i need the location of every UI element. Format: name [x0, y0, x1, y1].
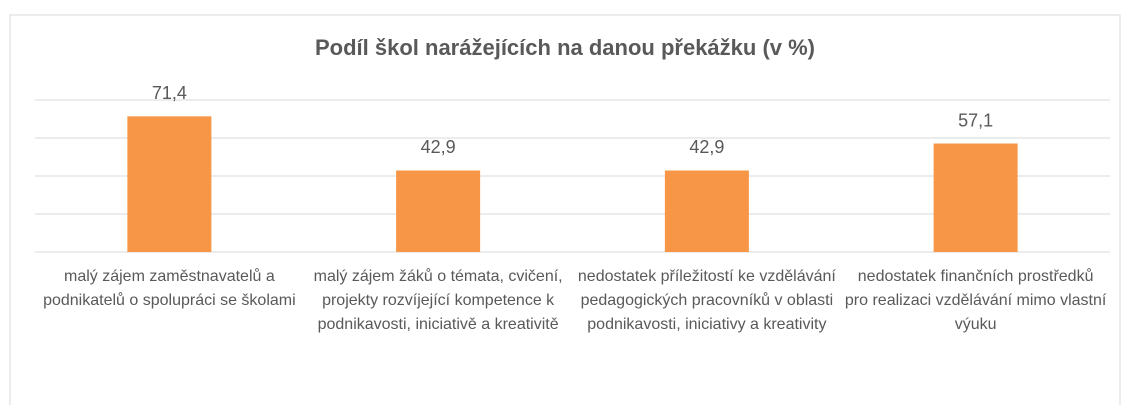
- data-label: 57,1: [958, 110, 993, 130]
- chart-title: Podíl škol narážejících na danou překážk…: [315, 35, 815, 60]
- data-label: 42,9: [421, 137, 456, 157]
- bar: [127, 116, 212, 252]
- data-label: 42,9: [689, 137, 724, 157]
- chart-frame: [9, 14, 1121, 405]
- x-tick-label: nedostatek příležitostí ke vzdělávání pe…: [577, 268, 836, 333]
- bar: [933, 143, 1018, 252]
- data-label: 71,4: [152, 83, 187, 103]
- x-tick-label: malý zájem žáků o témata, cvičení, proje…: [313, 268, 563, 333]
- x-tick-label: nedostatek finančních prostředků pro rea…: [844, 268, 1107, 333]
- x-tick-label: malý zájem zaměstnavatelů a podnikatelů …: [43, 268, 296, 309]
- bar: [396, 170, 481, 252]
- bar: [664, 170, 749, 252]
